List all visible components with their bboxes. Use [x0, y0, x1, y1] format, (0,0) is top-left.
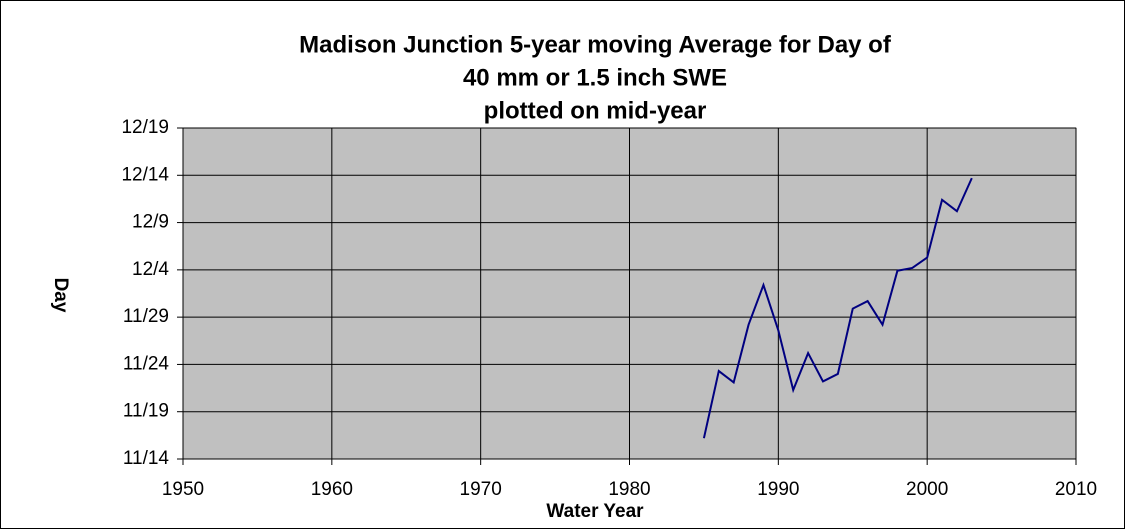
- y-tick-label: 12/19: [121, 117, 169, 138]
- chart-title: plotted on mid-year: [484, 97, 707, 124]
- chart-title: Madison Junction 5-year moving Average f…: [299, 31, 892, 58]
- y-axis-label: Day: [50, 278, 71, 313]
- y-tick-label: 11/19: [123, 401, 169, 422]
- x-axis-label: Water Year: [546, 501, 644, 522]
- data-line: [702, 177, 973, 439]
- chart-title: 40 mm or 1.5 inch SWE: [463, 64, 727, 91]
- x-tick-label: 1950: [162, 479, 204, 500]
- x-tick-label: 2010: [1055, 479, 1097, 500]
- x-tick-label: 1990: [757, 479, 799, 500]
- y-tick-label: 11/24: [123, 353, 170, 374]
- y-tick-label: 11/14: [123, 448, 170, 469]
- y-tick-label: 12/9: [132, 212, 169, 233]
- x-tick-label: 1970: [460, 479, 502, 500]
- x-tick-label: 1960: [311, 479, 353, 500]
- y-tick-label: 11/29: [123, 306, 169, 327]
- x-tick-label: 2000: [906, 479, 948, 500]
- y-tick-label: 12/4: [132, 259, 169, 280]
- y-tick-label: 12/14: [121, 164, 169, 185]
- x-tick-label: 1980: [608, 479, 650, 500]
